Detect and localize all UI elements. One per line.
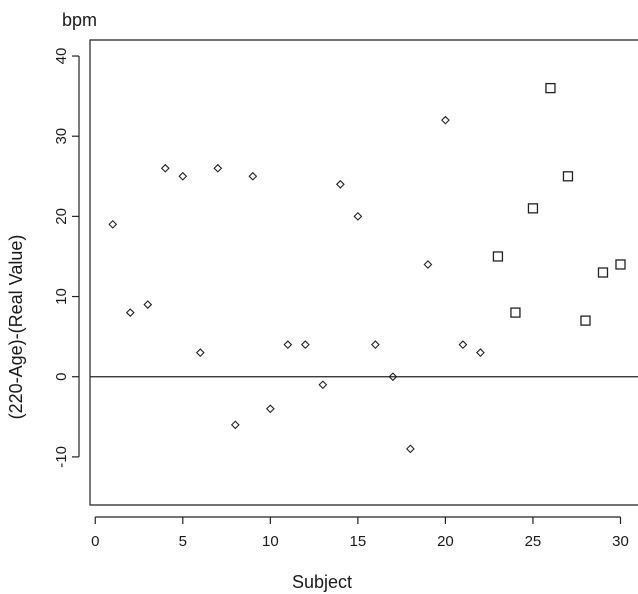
data-point-square xyxy=(562,171,574,182)
data-point-diamond xyxy=(300,340,310,350)
data-point-diamond xyxy=(318,380,328,390)
data-point-diamond xyxy=(476,348,485,358)
data-point-diamond xyxy=(423,260,433,269)
data-point-square xyxy=(527,203,539,214)
x-tick-label: 15 xyxy=(350,533,367,550)
x-tick-label: 30 xyxy=(612,533,629,550)
data-point-diamond xyxy=(371,340,380,350)
data-point-square xyxy=(580,315,591,326)
y-tick-label: 10 xyxy=(53,288,70,305)
data-point-diamond xyxy=(108,220,118,229)
y-unit-label: bpm xyxy=(62,10,97,30)
data-point-diamond xyxy=(388,372,398,382)
data-points xyxy=(108,82,626,454)
data-point-diamond xyxy=(406,444,415,454)
data-point-diamond xyxy=(195,348,205,358)
data-point-square xyxy=(510,307,521,318)
x-tick-label: 25 xyxy=(525,533,542,550)
data-point-diamond xyxy=(230,420,240,430)
data-point-diamond xyxy=(160,163,170,173)
y-tick-label: 30 xyxy=(53,128,70,145)
data-point-square xyxy=(597,267,609,278)
x-axis: 0 5 10 15 20 25 30 xyxy=(91,516,629,550)
data-point-diamond xyxy=(143,300,153,309)
y-axis-title: (220-Age)-(Real Value) xyxy=(6,235,26,420)
data-point-square xyxy=(492,251,504,262)
data-point-diamond xyxy=(248,171,258,181)
y-tick-label: -10 xyxy=(53,446,70,468)
y-tick-label: 0 xyxy=(53,373,70,381)
y-tick-label: 20 xyxy=(53,208,70,225)
y-axis: -10 0 10 20 30 40 xyxy=(53,48,80,468)
x-tick-label: 0 xyxy=(91,533,99,550)
data-point-diamond xyxy=(125,308,135,317)
x-tick-label: 20 xyxy=(437,533,454,550)
data-point-diamond xyxy=(441,115,450,125)
data-point-square xyxy=(545,82,556,94)
x-tick-label: 10 xyxy=(262,533,279,550)
plot-frame xyxy=(89,39,638,506)
data-point-diamond xyxy=(458,340,468,350)
data-point-square xyxy=(615,259,626,270)
data-point-diamond xyxy=(335,179,345,189)
y-tick-label: 40 xyxy=(53,48,70,65)
data-point-diamond xyxy=(353,212,363,221)
data-point-diamond xyxy=(265,404,275,414)
x-axis-title: Subject xyxy=(292,572,352,592)
x-tick-label: 5 xyxy=(179,533,187,550)
data-point-diamond xyxy=(213,163,223,173)
data-point-diamond xyxy=(283,340,293,350)
plot-border xyxy=(89,39,638,506)
data-point-diamond xyxy=(178,171,188,181)
